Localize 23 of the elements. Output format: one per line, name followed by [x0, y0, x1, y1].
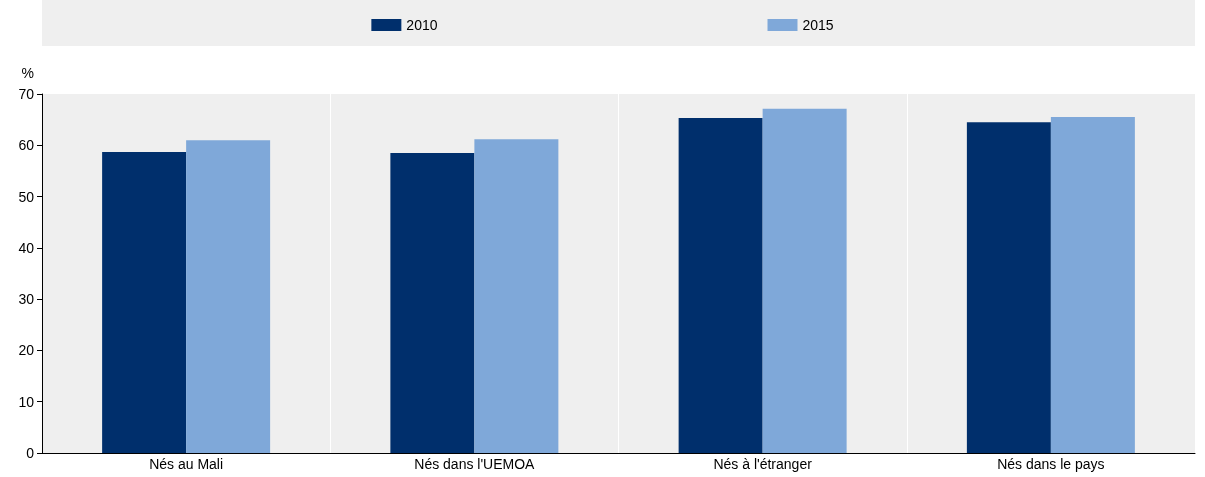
legend-label: 2015 [802, 17, 834, 33]
x-tick-label: Nés au Mali [149, 456, 224, 472]
y-tick-label: 50 [18, 188, 35, 205]
y-tick-label: 20 [18, 342, 35, 359]
bar [390, 152, 475, 453]
bar [186, 140, 271, 453]
y-tick-label: 70 [18, 86, 35, 102]
bar [678, 118, 763, 453]
x-tick-label: Nés dans l'UEMOA [414, 456, 536, 472]
y-tick-label: 10 [18, 393, 35, 410]
y-axis-title: % [21, 65, 34, 81]
bar [762, 108, 847, 453]
bar [1050, 117, 1135, 453]
legend-label: 2010 [406, 17, 438, 33]
bar [474, 139, 559, 453]
bar [966, 122, 1051, 453]
y-tick-label: 40 [18, 239, 35, 256]
y-tick-label: 30 [18, 291, 35, 308]
bar [102, 151, 187, 453]
x-tick-label: Nés à l'étranger [713, 456, 813, 472]
y-tick-label: 60 [18, 137, 35, 154]
y-tick-label: 0 [26, 445, 35, 461]
x-tick-label: Nés dans le pays [997, 456, 1105, 472]
